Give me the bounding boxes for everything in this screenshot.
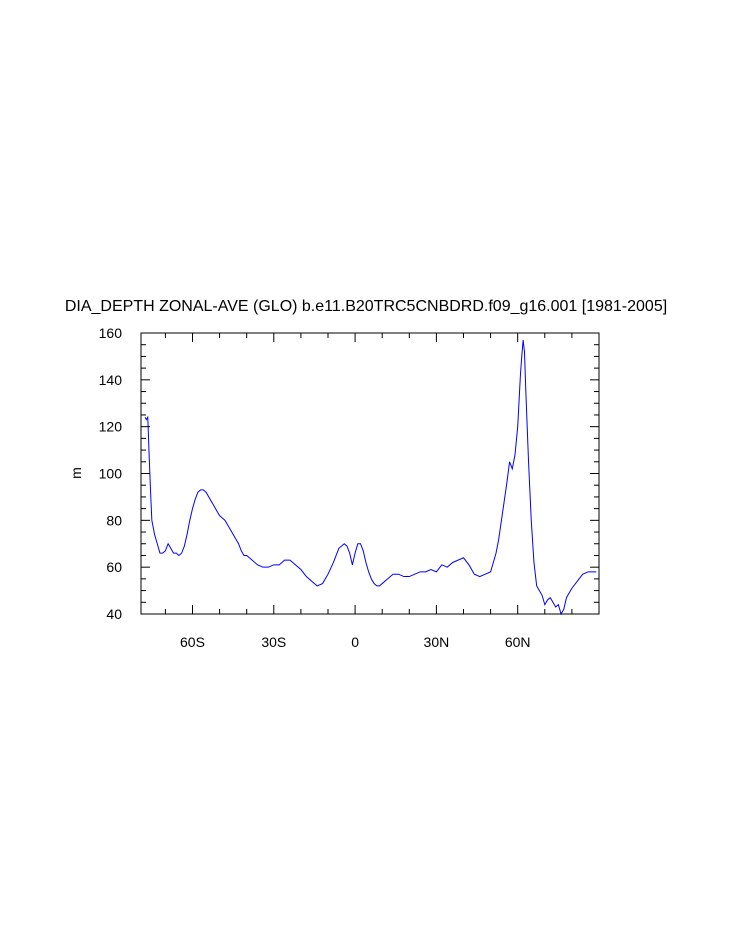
y-tick-label: 160 — [99, 325, 123, 341]
y-tick-label: 140 — [99, 372, 123, 388]
x-tick-label: 30N — [424, 634, 450, 650]
y-axis-label: m — [68, 467, 84, 479]
x-tick-label: 60N — [505, 634, 531, 650]
y-tick-label: 60 — [106, 559, 122, 575]
series-line-0 — [144, 339, 597, 616]
y-tick-label: 80 — [106, 512, 122, 528]
y-tick-label: 40 — [106, 606, 122, 622]
y-tick-label: 120 — [99, 419, 123, 435]
plot-frame — [140, 332, 600, 615]
x-tick-label: 0 — [351, 634, 359, 650]
x-tick-label: 30S — [261, 634, 286, 650]
y-tick-label: 100 — [99, 466, 123, 482]
chart-title: DIA_DEPTH ZONAL-AVE (GLO) b.e11.B20TRC5C… — [65, 298, 667, 315]
ticks-layer: 60S 30S 0 30N 60N 40 60 80 100 120 140 160 — [99, 325, 600, 650]
x-tick-label: 60S — [180, 634, 205, 650]
plot-area — [144, 339, 597, 616]
